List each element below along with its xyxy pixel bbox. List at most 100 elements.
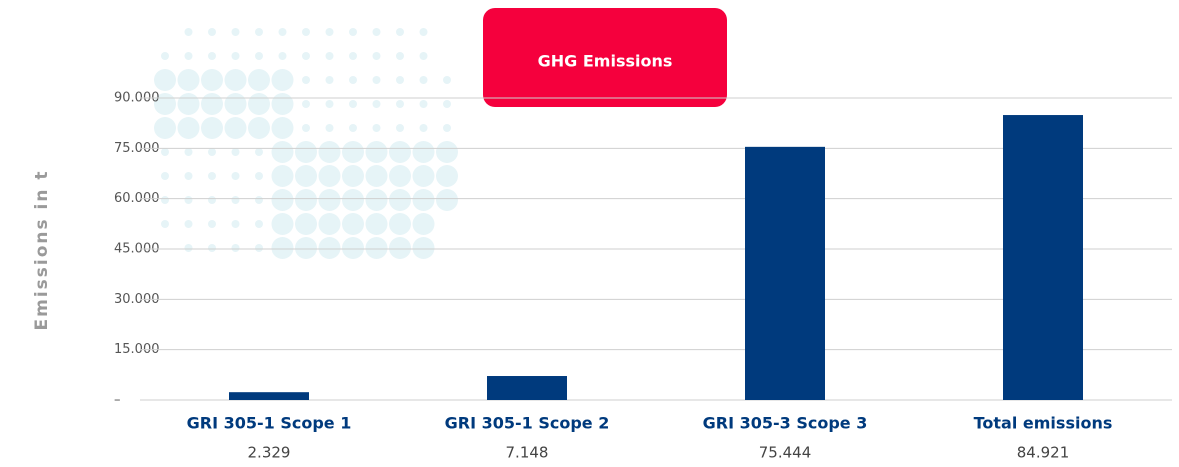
decor-dot bbox=[302, 28, 310, 36]
decor-dot bbox=[318, 237, 341, 259]
decor-dot bbox=[412, 213, 435, 235]
decor-dot bbox=[325, 28, 334, 36]
decor-dot bbox=[342, 141, 364, 163]
decor-dot bbox=[318, 165, 341, 187]
decor-dot bbox=[161, 196, 169, 204]
value-label: 7.148 bbox=[506, 444, 549, 462]
decor-dot bbox=[208, 220, 216, 228]
decor-dot bbox=[419, 100, 428, 108]
decor-dot bbox=[208, 52, 216, 60]
decor-dot bbox=[389, 165, 411, 187]
value-label: 75.444 bbox=[759, 444, 812, 462]
decor-dot bbox=[295, 189, 317, 211]
decor-dot bbox=[295, 213, 317, 235]
decor-dot bbox=[396, 100, 404, 108]
decor-dot bbox=[342, 237, 364, 259]
x-tick-label: Total emissions bbox=[974, 414, 1113, 433]
decor-dot bbox=[443, 76, 451, 84]
decor-dot bbox=[271, 117, 294, 139]
decor-dot bbox=[201, 117, 223, 139]
decor-dot bbox=[349, 76, 357, 84]
decor-dot bbox=[161, 148, 169, 156]
y-tick-label: 15.000 bbox=[114, 342, 160, 357]
decor-dot bbox=[318, 213, 341, 235]
decor-dot bbox=[224, 117, 247, 139]
decor-dot bbox=[208, 28, 216, 36]
bar bbox=[229, 392, 309, 400]
decor-dot bbox=[342, 165, 364, 187]
y-tick-label: 45.000 bbox=[114, 242, 160, 257]
decor-dot bbox=[231, 148, 240, 156]
decor-dot bbox=[184, 220, 193, 228]
decor-dot bbox=[271, 165, 294, 187]
decor-dot bbox=[389, 141, 411, 163]
bar bbox=[487, 376, 567, 400]
decor-dot bbox=[396, 52, 404, 60]
decor-dot bbox=[342, 213, 364, 235]
decor-dot bbox=[295, 165, 317, 187]
decor-dot bbox=[295, 237, 317, 259]
decor-dot bbox=[184, 196, 193, 204]
decor-dot bbox=[349, 124, 357, 132]
decor-dot bbox=[372, 76, 381, 84]
decor-dot bbox=[248, 93, 270, 115]
decor-dot bbox=[412, 141, 435, 163]
bar bbox=[745, 146, 825, 400]
decor-dot bbox=[201, 93, 223, 115]
decor-dot bbox=[271, 213, 294, 235]
decor-dot bbox=[365, 189, 388, 211]
decor-dot bbox=[302, 52, 310, 60]
decor-dot bbox=[248, 69, 270, 91]
decor-dot bbox=[231, 196, 240, 204]
decor-dot bbox=[184, 148, 193, 156]
decor-dot bbox=[349, 52, 357, 60]
decor-dot bbox=[389, 213, 411, 235]
decor-dot bbox=[365, 165, 388, 187]
decor-dot bbox=[302, 124, 310, 132]
decor-dot bbox=[436, 189, 458, 211]
bar bbox=[1003, 115, 1083, 400]
decor-dot bbox=[365, 141, 388, 163]
decor-dot bbox=[208, 244, 216, 252]
x-tick-label: GRI 305-1 Scope 1 bbox=[187, 414, 352, 433]
decor-dot bbox=[372, 124, 381, 132]
decor-dot bbox=[419, 52, 428, 60]
decor-dot bbox=[154, 69, 176, 91]
decor-dot bbox=[177, 69, 200, 91]
decor-dot bbox=[349, 28, 357, 36]
decor-dot bbox=[224, 93, 247, 115]
decor-dot bbox=[389, 189, 411, 211]
y-tick-label: 90.000 bbox=[114, 91, 160, 106]
decor-dot bbox=[342, 189, 364, 211]
decor-dot bbox=[161, 220, 169, 228]
decor-dot bbox=[231, 220, 240, 228]
decor-dot bbox=[177, 93, 200, 115]
decor-dot bbox=[208, 172, 216, 180]
decor-dot bbox=[255, 220, 263, 228]
y-tick-label: 60.000 bbox=[114, 191, 160, 206]
decor-dot bbox=[271, 189, 294, 211]
decor-dot bbox=[231, 244, 240, 252]
decor-dot bbox=[325, 52, 334, 60]
decor-dot bbox=[372, 28, 381, 36]
x-tick-label: GRI 305-3 Scope 3 bbox=[703, 414, 868, 433]
decor-dot bbox=[255, 52, 263, 60]
decor-dot bbox=[412, 237, 435, 259]
decor-dot bbox=[396, 28, 404, 36]
decor-dot bbox=[396, 124, 404, 132]
decor-dot bbox=[443, 100, 451, 108]
decor-dot bbox=[184, 52, 193, 60]
y-axis-label: Emissions in t bbox=[32, 169, 52, 330]
decor-dot bbox=[177, 117, 200, 139]
decor-dot bbox=[231, 52, 240, 60]
decor-dot bbox=[372, 52, 381, 60]
decor-dot bbox=[271, 237, 294, 259]
decor-dot bbox=[255, 172, 263, 180]
decor-dot bbox=[271, 141, 294, 163]
x-tick-label: GRI 305-1 Scope 2 bbox=[445, 414, 610, 433]
decor-dot bbox=[231, 172, 240, 180]
decor-dot bbox=[396, 76, 404, 84]
decor-dot bbox=[271, 93, 294, 115]
decor-dot bbox=[184, 28, 193, 36]
value-label: 84.921 bbox=[1017, 444, 1070, 462]
